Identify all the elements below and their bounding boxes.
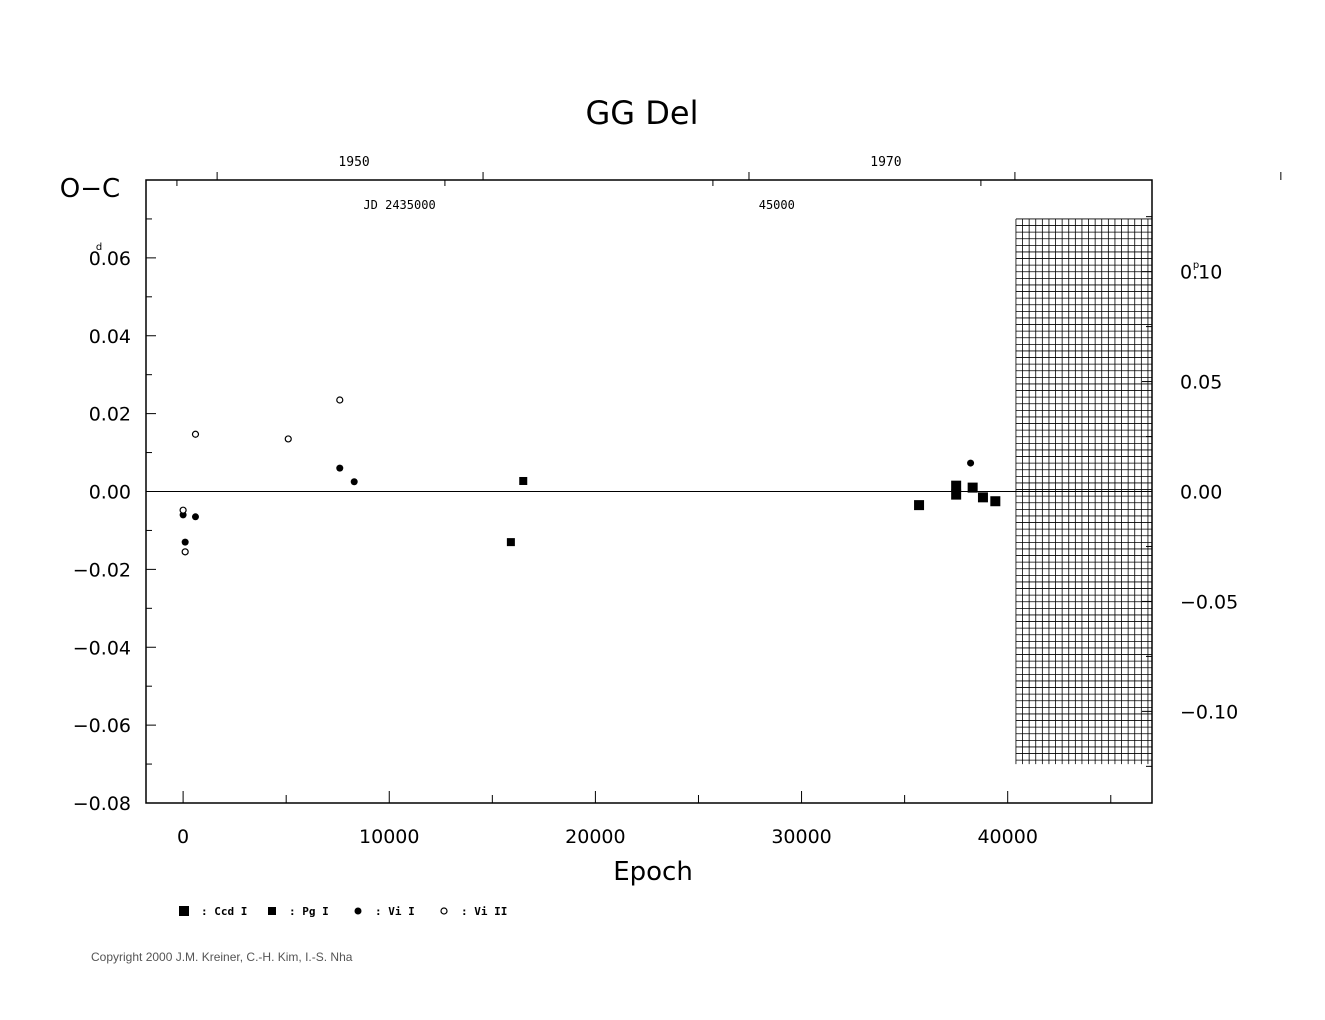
right-tick-label: 0.05 xyxy=(1180,372,1222,394)
right-tick-label: −0.05 xyxy=(1180,591,1238,613)
tick-labels: 0 10000 20000 30000 40000 0.06 0.04 0.02 0.00 −0.… xyxy=(73,155,1238,848)
y-tick-label: −0.04 xyxy=(73,637,131,659)
year-label: 1970 xyxy=(870,155,901,170)
data-points xyxy=(179,396,1001,556)
legend-marker xyxy=(179,906,189,916)
y-tick-label: 0.04 xyxy=(89,326,131,348)
y-tick-label: 0.00 xyxy=(89,482,131,504)
data-point xyxy=(350,478,358,486)
x-axis-label: Epoch xyxy=(613,857,693,887)
x-tick-label: 0 xyxy=(177,826,189,848)
data-point xyxy=(336,464,344,472)
right-tick-label: 0.00 xyxy=(1180,482,1222,504)
x-tick-label: 40000 xyxy=(977,826,1037,848)
legend-marker xyxy=(440,907,448,915)
x-tick-label: 30000 xyxy=(771,826,831,848)
data-point xyxy=(181,538,189,546)
y-axis-label: O−C xyxy=(60,174,120,204)
y-tick-label: −0.08 xyxy=(73,793,131,815)
data-point xyxy=(914,500,925,511)
data-point xyxy=(506,538,515,547)
data-point xyxy=(336,396,344,404)
data-point xyxy=(519,476,528,485)
year-label: 1950 xyxy=(338,155,369,170)
axis-ticks xyxy=(146,172,1282,804)
data-point xyxy=(181,548,189,556)
legend-label: : Vi I xyxy=(375,905,415,918)
legend-marker xyxy=(354,907,362,915)
legend-label: : Vi II xyxy=(461,905,507,918)
x-tick-label: 20000 xyxy=(565,826,625,848)
data-point xyxy=(951,489,962,500)
data-point xyxy=(990,496,1001,507)
y-tick-label: 0.06 xyxy=(89,248,131,270)
data-point xyxy=(284,435,292,443)
data-point xyxy=(977,492,988,503)
copyright-text: Copyright 2000 J.M. Kreiner, C.-H. Kim, … xyxy=(91,950,353,964)
legend-label: : Pg I xyxy=(289,905,329,918)
jd-label: JD 2435000 xyxy=(363,198,435,212)
left-unit-label: d xyxy=(96,242,102,253)
data-point xyxy=(179,506,187,514)
jd-label: 45000 xyxy=(759,198,795,212)
data-point xyxy=(951,480,962,491)
right-tick-label: −0.10 xyxy=(1180,701,1238,723)
data-point xyxy=(967,459,975,467)
data-point xyxy=(191,430,200,438)
x-tick-label: 10000 xyxy=(359,826,419,848)
right-tick-label: 0.10 xyxy=(1180,262,1222,284)
y-tick-label: 0.02 xyxy=(89,404,131,426)
right-unit-label: p xyxy=(1193,260,1199,271)
data-point xyxy=(967,482,978,493)
legend-label: : Ccd I xyxy=(201,905,247,918)
y-tick-label: −0.06 xyxy=(73,715,131,737)
data-point xyxy=(191,513,199,521)
y-tick-label: −0.02 xyxy=(73,559,131,581)
legend-marker xyxy=(268,907,276,915)
chart-title: GG Del xyxy=(586,94,699,132)
legend: : Ccd I : Pg I : Vi I : Vi II xyxy=(179,905,507,918)
